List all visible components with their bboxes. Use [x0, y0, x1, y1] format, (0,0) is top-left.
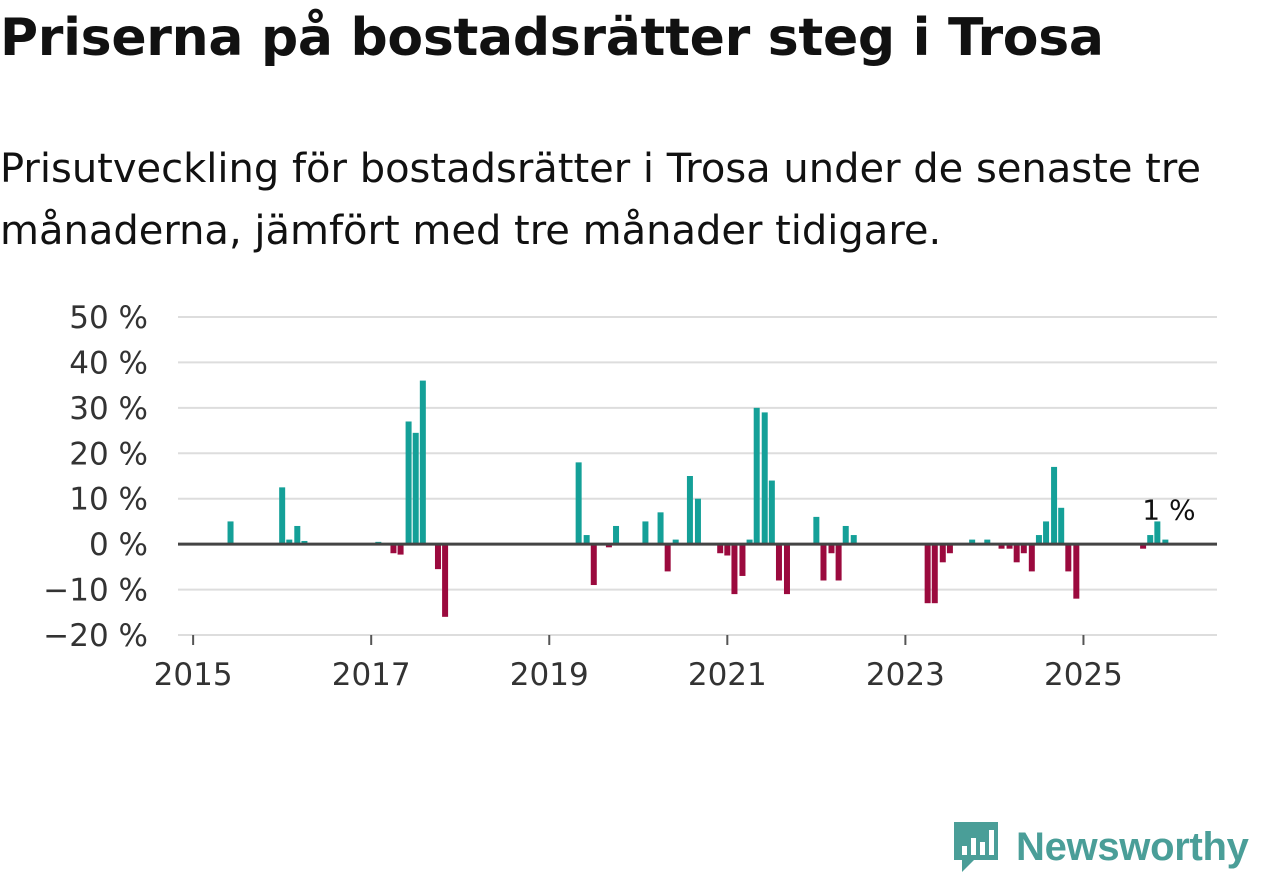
bar — [694, 498, 701, 545]
bar — [1028, 544, 1035, 572]
bar — [984, 539, 991, 545]
bar — [1073, 544, 1080, 599]
chart-title: Priserna på bostadsrätter steg i Trosa — [0, 8, 1104, 68]
brand-name: Newsworthy — [1016, 824, 1249, 869]
bar — [768, 480, 775, 545]
x-tick-label: 2019 — [510, 657, 589, 693]
bar — [813, 516, 820, 545]
bar — [1020, 544, 1027, 554]
x-tick-label: 2017 — [332, 657, 411, 693]
bar — [397, 544, 404, 555]
bar — [998, 544, 1005, 549]
bar — [820, 544, 827, 581]
bar — [835, 544, 842, 581]
y-tick-label: −10 % — [43, 573, 148, 609]
bar — [294, 525, 301, 545]
x-tick-label: 2021 — [688, 657, 767, 693]
bar — [746, 539, 753, 545]
bar — [664, 544, 671, 572]
y-tick-label: −20 % — [43, 618, 148, 654]
bar — [442, 544, 449, 617]
bar — [761, 412, 768, 545]
bar — [753, 407, 760, 545]
bar — [783, 544, 790, 595]
bar — [575, 462, 582, 545]
bar — [227, 521, 234, 545]
y-tick-label: 40 % — [69, 345, 148, 381]
bar — [686, 476, 693, 545]
bar — [1058, 507, 1065, 545]
bar — [605, 544, 612, 548]
bar — [1065, 544, 1072, 572]
data-label: 1 % — [1142, 494, 1195, 527]
bar — [657, 512, 664, 545]
bar — [412, 432, 419, 545]
bar — [842, 525, 849, 545]
bar-chart: 50 % 40 % 30 % 20 % 10 % 0 % −10 % −20 %2015 201… — [43, 300, 1217, 693]
bar — [739, 544, 746, 576]
bar — [828, 544, 835, 554]
bar — [724, 544, 731, 556]
bar — [1154, 521, 1161, 545]
bar — [434, 544, 441, 570]
bar — [405, 421, 412, 545]
bar — [583, 535, 590, 545]
bar — [731, 544, 738, 595]
bar — [301, 540, 308, 545]
bar — [931, 544, 938, 604]
bar — [924, 544, 931, 604]
bar — [390, 544, 397, 554]
bar — [1140, 544, 1147, 549]
chart-subtitle: Prisutveckling för bostadsrätter i Trosa… — [0, 146, 1201, 254]
bar — [775, 544, 782, 581]
newsworthy-logo-icon — [954, 822, 998, 872]
bar — [672, 539, 679, 545]
bar — [1035, 535, 1042, 545]
bar — [1013, 544, 1020, 563]
bar — [1051, 466, 1058, 545]
y-tick-label: 50 % — [69, 300, 148, 336]
bar — [1162, 539, 1169, 545]
y-tick-label: 30 % — [69, 391, 148, 427]
bar — [279, 487, 286, 545]
bar — [939, 544, 946, 563]
bar — [850, 535, 857, 545]
bar — [717, 544, 724, 554]
y-tick-label: 10 % — [69, 482, 148, 518]
bar — [613, 525, 620, 545]
brand-logo: Newsworthy — [950, 818, 1249, 876]
bar — [286, 539, 293, 545]
x-tick-label: 2023 — [866, 657, 945, 693]
bar — [642, 521, 649, 545]
x-tick-label: 2025 — [1044, 657, 1123, 693]
bar — [1043, 521, 1050, 545]
bar — [1147, 535, 1154, 545]
bar — [1006, 544, 1013, 549]
bar — [969, 539, 976, 545]
x-tick-label: 2015 — [154, 657, 233, 693]
bar — [946, 544, 953, 554]
y-tick-label: 0 % — [89, 527, 148, 563]
bar — [419, 380, 426, 545]
y-tick-label: 20 % — [69, 436, 148, 472]
bar — [590, 544, 597, 586]
